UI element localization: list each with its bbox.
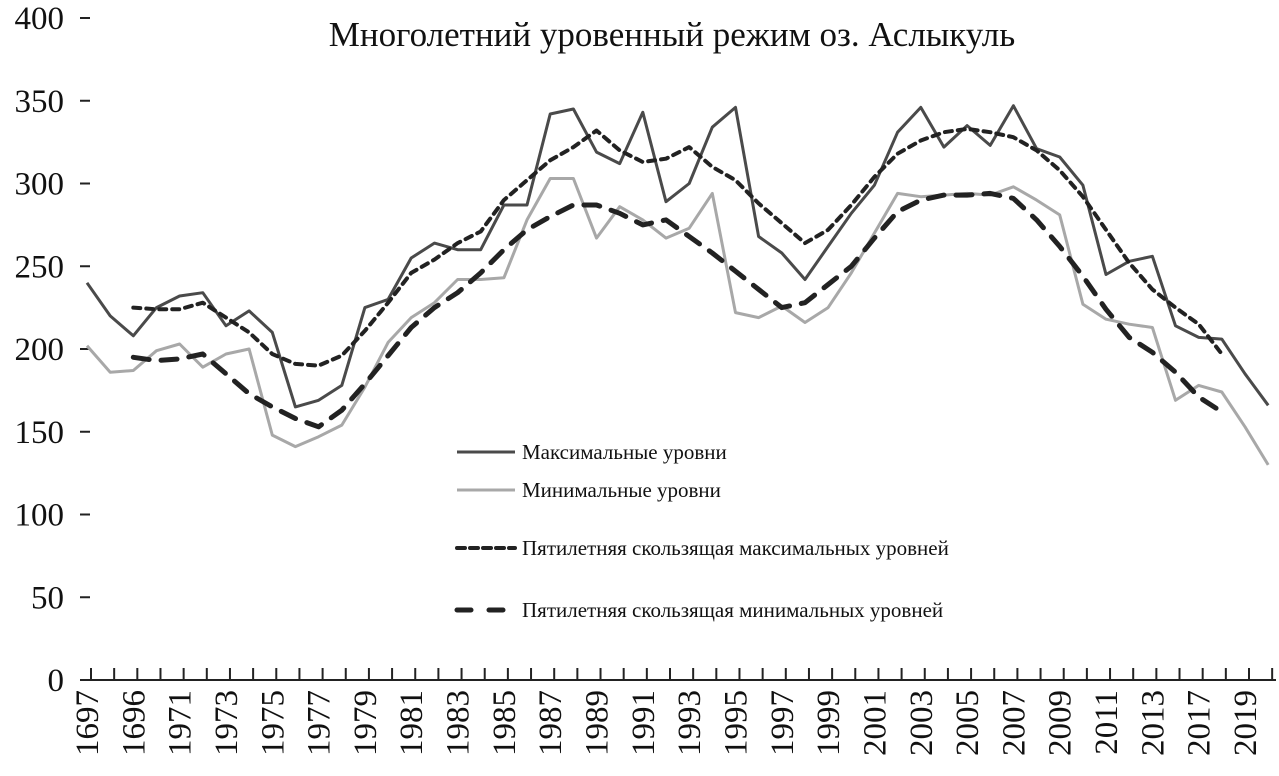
chart-title: Многолетний уровенный режим оз. Аслыкуль [329,15,1015,54]
series-line-4 [130,190,1225,430]
x-tick-label: 2009 [1043,690,1079,756]
x-tick-label: 1981 [394,690,430,756]
x-tick-label: 1993 [672,690,708,756]
x-tick-label: 1975 [255,690,291,756]
y-tick-label: 300 [15,167,65,203]
y-tick-label: 200 [15,332,65,368]
y-tick-label: 400 [15,1,65,37]
x-tick-label: 1991 [626,690,662,756]
y-tick-label: 150 [15,415,65,451]
legend-label-1: Максимальные уровни [522,440,727,464]
x-tick-label: 2001 [857,690,893,756]
x-tick-label: 1985 [487,690,523,756]
x-tick-label: 1977 [302,690,338,756]
y-tick-label: 350 [15,84,65,120]
x-tick-label: 2019 [1228,690,1264,756]
y-tick-label: 100 [15,498,65,534]
x-tick-label: 1983 [441,690,477,756]
x-tick-label: 1971 [163,690,199,756]
x-tick-label: 1999 [811,690,847,756]
legend-label-3: Пятилетняя скользящая максимальных уровн… [522,536,949,560]
x-tick-label: 1973 [209,690,245,756]
series-line-1 [85,104,1270,409]
x-tick-label: 2005 [950,690,986,756]
x-tick-label: 2013 [1135,690,1171,756]
x-tick-label: 2017 [1182,690,1218,756]
y-tick-label: 0 [48,663,65,699]
x-tick-label: 1989 [580,690,616,756]
x-tick-label: 1696 [116,690,152,756]
x-tick-label: 2007 [996,690,1032,756]
y-tick-label: 250 [15,249,65,285]
x-tick-label: 1995 [718,690,754,756]
y-tick-label: 50 [31,580,64,616]
series-line-3 [131,126,1224,368]
x-tick-label: 1697 [70,690,106,756]
legend-label-2: Минимальные уровни [522,478,721,502]
x-tick-label: 2003 [904,690,940,756]
x-tick-label: 1997 [765,690,801,756]
x-tick-label: 2011 [1089,690,1125,755]
x-tick-label: 1979 [348,690,384,756]
x-tick-label: 1987 [533,690,569,756]
legend-label-4: Пятилетняя скользящая минимальных уровне… [522,598,943,622]
